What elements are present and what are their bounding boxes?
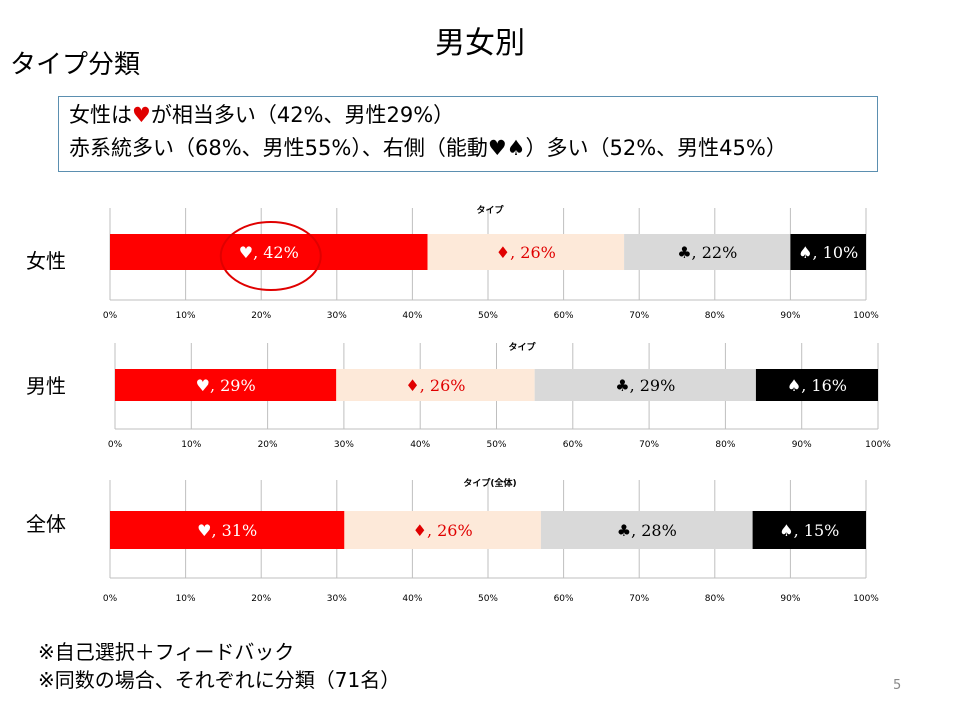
x-tick-label: 10% [181, 440, 201, 450]
summary-line-1-post: が相当多い（42%、男性29%） [150, 103, 455, 127]
x-tick-label: 20% [251, 311, 271, 321]
section-subtitle: タイプ分類 [10, 50, 141, 80]
x-tick-label: 10% [176, 594, 196, 604]
data-label-spade: ♠, 10% [798, 243, 858, 262]
x-tick-label: 100% [853, 594, 879, 604]
x-tick-label: 50% [478, 311, 498, 321]
x-tick-label: 20% [251, 594, 271, 604]
x-tick-label: 0% [103, 311, 118, 321]
bar-heart [110, 234, 428, 270]
x-tick-label: 60% [563, 440, 583, 450]
x-tick-label: 0% [108, 440, 123, 450]
data-label-club: ♣, 22% [677, 243, 737, 262]
x-tick-label: 30% [334, 440, 354, 450]
bar-heart [115, 369, 337, 401]
bar-spade [755, 369, 878, 401]
bar-spade [752, 511, 866, 549]
summary-line-1: 女性は♥が相当多い（42%、男性29%） [69, 99, 877, 132]
row-label-all: 全体 [26, 512, 66, 536]
x-tick-label: 90% [780, 594, 800, 604]
slide-title: 男女別 [435, 26, 525, 61]
note-self-selection: ※自己選択＋フィードバック [38, 640, 295, 664]
x-tick-label: 80% [715, 440, 735, 450]
x-tick-label: 80% [705, 594, 725, 604]
data-label-heart: ♥, 29% [196, 376, 256, 395]
data-label-heart: ♥, 31% [197, 521, 257, 540]
data-label-spade: ♠, 15% [779, 521, 839, 540]
x-tick-label: 40% [410, 440, 430, 450]
data-label-diamond: ♦, 26% [405, 376, 465, 395]
data-label-heart: ♥, 42% [239, 243, 299, 262]
chart-title: タイプ [508, 341, 536, 353]
row-label-female: 女性 [26, 249, 66, 273]
x-tick-label: 80% [705, 311, 725, 321]
x-tick-label: 100% [853, 311, 879, 321]
x-tick-label: 40% [402, 594, 422, 604]
bar-club [534, 369, 756, 401]
x-tick-label: 60% [554, 594, 574, 604]
summary-line-1-pre: 女性は [69, 103, 132, 127]
data-label-club: ♣, 29% [615, 376, 675, 395]
x-tick-label: 90% [780, 311, 800, 321]
x-tick-label: 90% [792, 440, 812, 450]
row-label-male: 男性 [26, 374, 66, 398]
data-label-spade: ♠, 16% [787, 376, 847, 395]
x-tick-label: 70% [639, 440, 659, 450]
x-tick-label: 20% [258, 440, 278, 450]
x-tick-label: 70% [629, 311, 649, 321]
highlight-circle [219, 221, 322, 291]
note-tie-rule: ※同数の場合、それぞれに分類（71名） [38, 668, 401, 692]
data-label-diamond: ♦, 26% [413, 521, 473, 540]
x-tick-label: 50% [486, 440, 506, 450]
x-tick-label: 70% [629, 594, 649, 604]
bar-diamond [427, 234, 625, 270]
x-tick-label: 60% [554, 311, 574, 321]
bar-spade [790, 234, 866, 270]
summary-box: 女性は♥が相当多い（42%、男性29%） 赤系統多い（68%、男性55%）、右側… [58, 96, 878, 172]
bar-heart [110, 511, 345, 549]
data-label-club: ♣, 28% [617, 521, 677, 540]
heart-icon: ♥ [132, 103, 151, 127]
notes: ※自己選択＋フィードバック ※同数の場合、それぞれに分類（71名） [38, 638, 400, 694]
x-tick-label: 10% [176, 311, 196, 321]
bar-club [624, 234, 791, 270]
bar-diamond [336, 369, 535, 401]
x-tick-label: 30% [327, 311, 347, 321]
x-tick-label: 40% [402, 311, 422, 321]
x-tick-label: 0% [103, 594, 118, 604]
bar-diamond [344, 511, 541, 549]
data-label-diamond: ♦, 26% [496, 243, 556, 262]
x-tick-label: 30% [327, 594, 347, 604]
chart-title: タイプ [476, 204, 504, 216]
chart-title: タイプ(全体) [463, 477, 516, 489]
bar-club [540, 511, 753, 549]
x-tick-label: 100% [865, 440, 891, 450]
summary-line-2: 赤系統多い（68%、男性55%）、右側（能動♥♠）多い（52%、男性45%） [69, 136, 787, 160]
page-number: 5 [893, 678, 902, 693]
x-tick-label: 50% [478, 594, 498, 604]
